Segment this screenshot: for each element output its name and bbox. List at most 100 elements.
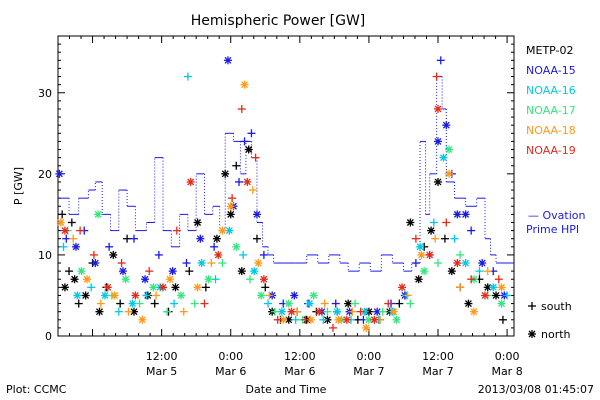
y-tick-label: 20 — [38, 168, 52, 181]
data-point-north — [453, 259, 462, 268]
data-point-south — [442, 218, 451, 227]
data-point-south — [89, 250, 98, 259]
data-point-north — [370, 315, 379, 324]
data-point-north — [434, 177, 442, 186]
data-point-south — [411, 234, 420, 243]
chart-title: Hemispheric Power [GW] — [191, 13, 366, 29]
data-point-north — [257, 291, 266, 300]
data-point-north — [212, 234, 221, 243]
data-point-south — [252, 234, 261, 243]
data-point-north — [77, 267, 86, 276]
x-tick-time-label: 12:00 — [422, 350, 454, 363]
data-point-north — [226, 202, 235, 211]
data-point-south — [200, 299, 209, 308]
data-point-north — [55, 169, 64, 178]
data-point-north — [94, 210, 103, 219]
x-tick-date-label: Mar 7 — [353, 365, 384, 378]
data-point-north — [221, 169, 230, 178]
data-point-north — [254, 259, 263, 268]
x-tick-date-label: Mar 8 — [491, 365, 522, 378]
data-point-south — [237, 104, 246, 113]
data-point-south — [123, 234, 132, 243]
data-point-north — [464, 299, 473, 308]
data-point-north — [130, 307, 138, 316]
data-point-north — [243, 177, 252, 186]
data-point-north — [214, 250, 223, 259]
legend-entry-noaa-15: NOAA-15 — [526, 64, 576, 77]
data-point-north — [232, 242, 241, 251]
data-point-south — [395, 299, 404, 308]
data-point-south — [114, 307, 123, 316]
data-point-south — [431, 234, 440, 243]
x-tick-time-label: 0:00 — [357, 350, 382, 363]
data-point-south — [69, 234, 78, 243]
data-point-north — [439, 153, 448, 162]
data-point-north — [186, 177, 195, 186]
data-point-south — [320, 299, 329, 308]
data-point-south — [179, 307, 188, 316]
data-point-south — [207, 259, 216, 268]
data-point-north — [406, 218, 415, 227]
series-noaa-16 — [59, 72, 512, 324]
x-tick-date-label: Mar 7 — [422, 365, 453, 378]
data-point-south — [96, 299, 105, 308]
data-point-south — [218, 259, 227, 268]
data-point-north — [287, 307, 296, 316]
data-point-north — [60, 283, 69, 292]
data-point-north — [453, 210, 462, 219]
data-point-north — [315, 307, 324, 316]
data-point-north — [480, 291, 489, 300]
data-point-south — [475, 267, 484, 276]
data-point-north — [138, 315, 147, 324]
data-point-north — [252, 210, 261, 219]
data-point-north — [434, 104, 442, 113]
data-point-south — [432, 72, 441, 81]
data-point-north — [445, 169, 454, 178]
marker-legend-label: south — [541, 300, 572, 313]
y-tick-label: 30 — [38, 87, 52, 100]
ovation-legend: — Ovation Prime HPI — [526, 209, 586, 236]
data-point-north — [141, 275, 150, 284]
data-point-south — [239, 250, 248, 259]
data-point-south — [232, 161, 241, 170]
data-point-south — [429, 218, 438, 227]
data-point-north — [103, 283, 112, 292]
data-point-south — [259, 250, 268, 259]
data-point-north — [392, 315, 401, 324]
data-point-south — [356, 307, 365, 316]
legend-entry-noaa-16: NOAA-16 — [526, 84, 576, 97]
data-point-south — [246, 275, 255, 284]
series-noaa-15 — [55, 56, 509, 324]
data-point-north — [398, 283, 407, 292]
y-tick-label: 10 — [38, 249, 52, 262]
data-point-north — [193, 283, 202, 292]
y-axis-label: P [GW] — [12, 167, 25, 205]
data-point-north — [250, 267, 259, 276]
data-point-south — [154, 250, 163, 259]
x-tick-date-label: Mar 6 — [215, 365, 246, 378]
data-point-south — [319, 315, 328, 324]
data-point-north — [149, 283, 158, 292]
data-point-north — [218, 226, 227, 235]
data-point-north — [290, 291, 299, 300]
data-point-south — [170, 299, 179, 308]
data-point-south — [456, 283, 465, 292]
data-point-south — [210, 242, 219, 251]
data-point-south — [436, 56, 445, 65]
data-point-south — [130, 234, 138, 243]
data-point-south — [301, 315, 310, 324]
data-point-north — [305, 299, 314, 308]
y-axis: 0 10 20 30 — [38, 35, 514, 343]
data-point-north — [284, 299, 293, 308]
data-point-north — [306, 315, 315, 324]
satellite-data-points — [55, 56, 512, 332]
data-point-north — [309, 291, 318, 300]
data-point-north — [445, 145, 454, 154]
data-point-north — [91, 259, 100, 268]
data-point-south — [58, 210, 67, 219]
data-point-south — [483, 267, 492, 276]
data-point-north — [171, 283, 180, 292]
data-point-south — [105, 242, 114, 251]
data-point-south — [182, 259, 191, 268]
